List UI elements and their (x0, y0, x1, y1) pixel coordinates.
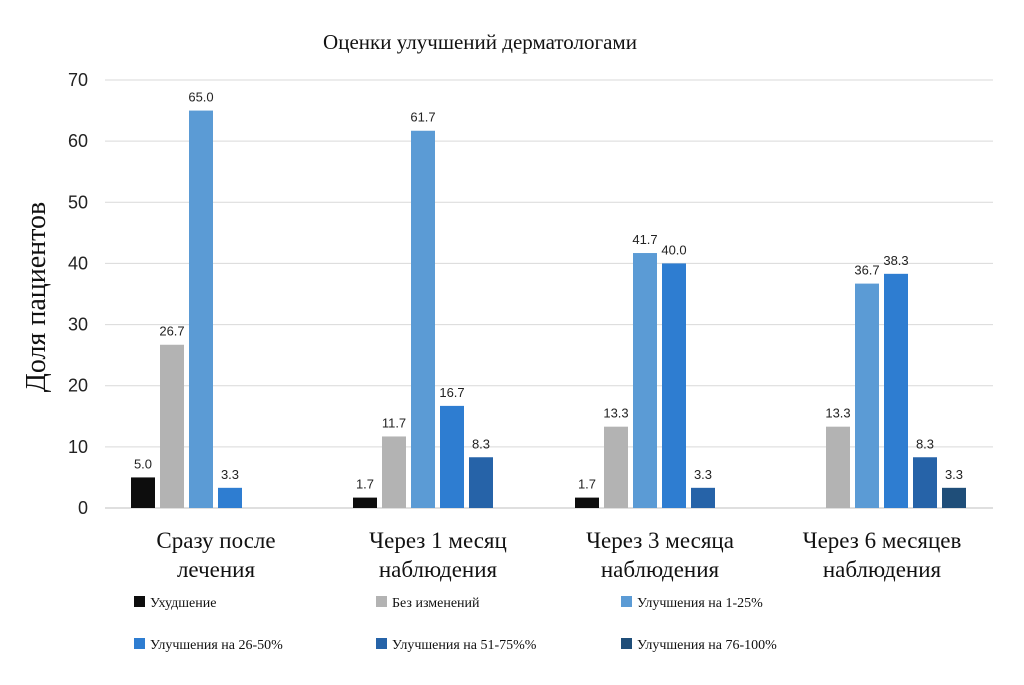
bar (189, 110, 213, 509)
x-tick-label: наблюдения (823, 557, 942, 582)
bar (826, 426, 850, 508)
bars (131, 110, 966, 509)
bar (633, 253, 657, 508)
legend-label: Ухудшение (150, 596, 216, 611)
x-tick-label: наблюдения (379, 557, 498, 582)
x-tick-label: Через 6 месяцев (803, 528, 962, 553)
bar (691, 487, 715, 508)
data-label: 13.3 (825, 406, 850, 421)
y-tick-label: 70 (68, 70, 88, 90)
legend-swatch (134, 596, 145, 607)
x-tick-label: Через 3 месяца (586, 528, 734, 553)
legend-swatch (621, 596, 632, 607)
y-tick-label: 60 (68, 131, 88, 151)
x-axis-ticks: Сразу после лечения Через 1 месяц наблюдени… (156, 528, 961, 582)
bar (353, 497, 377, 508)
y-axis-ticks: 0 10 20 30 40 50 60 70 (68, 70, 88, 518)
bar (440, 405, 464, 508)
legend-swatch (376, 596, 387, 607)
legend-label: Улучшения на 26-50% (150, 638, 283, 653)
data-label: 11.7 (382, 415, 406, 430)
bar (575, 497, 599, 508)
x-tick-label: Через 1 месяц (369, 528, 507, 553)
bar (604, 426, 628, 508)
y-tick-label: 0 (78, 498, 88, 518)
legend-label: Улучшения на 51-75%% (392, 638, 537, 653)
legend: Ухудшение Без изменений Улучшения на 1-25%… (134, 596, 777, 653)
legend-swatch (376, 638, 387, 649)
data-label: 65.0 (188, 90, 213, 105)
bar (382, 436, 406, 508)
y-tick-label: 10 (68, 437, 88, 457)
bar (218, 487, 242, 508)
x-tick-label: лечения (177, 557, 256, 582)
bar (411, 130, 435, 508)
bar (913, 457, 937, 508)
y-tick-label: 30 (68, 315, 88, 335)
data-label: 13.3 (603, 406, 628, 421)
data-label: 1.7 (578, 477, 596, 492)
bar (855, 283, 879, 508)
bar (160, 344, 184, 508)
x-tick-label: наблюдения (601, 557, 720, 582)
legend-label: Улучшения на 1-25% (637, 596, 763, 611)
legend-label: Улучшения на 76-100% (637, 638, 777, 653)
legend-label: Без изменений (392, 596, 480, 611)
bar (884, 273, 908, 508)
data-label: 41.7 (632, 232, 657, 247)
data-label: 40.0 (661, 242, 686, 257)
data-label: 36.7 (854, 263, 879, 278)
y-tick-label: 20 (68, 376, 88, 396)
data-label: 8.3 (916, 436, 934, 451)
x-tick-label: Сразу после (156, 528, 275, 553)
y-tick-label: 40 (68, 253, 88, 273)
data-labels: 5.0 26.7 65.0 3.3 1.7 11.7 61.7 16.7 8.3 1.7 13.3 4… (134, 90, 963, 492)
bar (662, 263, 686, 508)
bar (469, 457, 493, 508)
data-label: 16.7 (439, 385, 464, 400)
gridlines (105, 79, 993, 509)
data-label: 3.3 (694, 467, 712, 482)
data-label: 3.3 (221, 467, 239, 482)
legend-swatch (621, 638, 632, 649)
data-label: 38.3 (883, 253, 908, 268)
y-tick-label: 50 (68, 192, 88, 212)
bar (942, 487, 966, 508)
y-axis-label: Доля пациентов (21, 202, 52, 392)
chart-title: Оценки улучшений дерматологами (323, 30, 637, 54)
legend-swatch (134, 638, 145, 649)
data-label: 8.3 (472, 436, 490, 451)
bar (131, 477, 155, 508)
data-label: 3.3 (945, 467, 963, 482)
data-label: 5.0 (134, 456, 152, 471)
data-label: 26.7 (159, 324, 184, 339)
data-label: 1.7 (356, 477, 374, 492)
data-label: 61.7 (410, 110, 435, 125)
